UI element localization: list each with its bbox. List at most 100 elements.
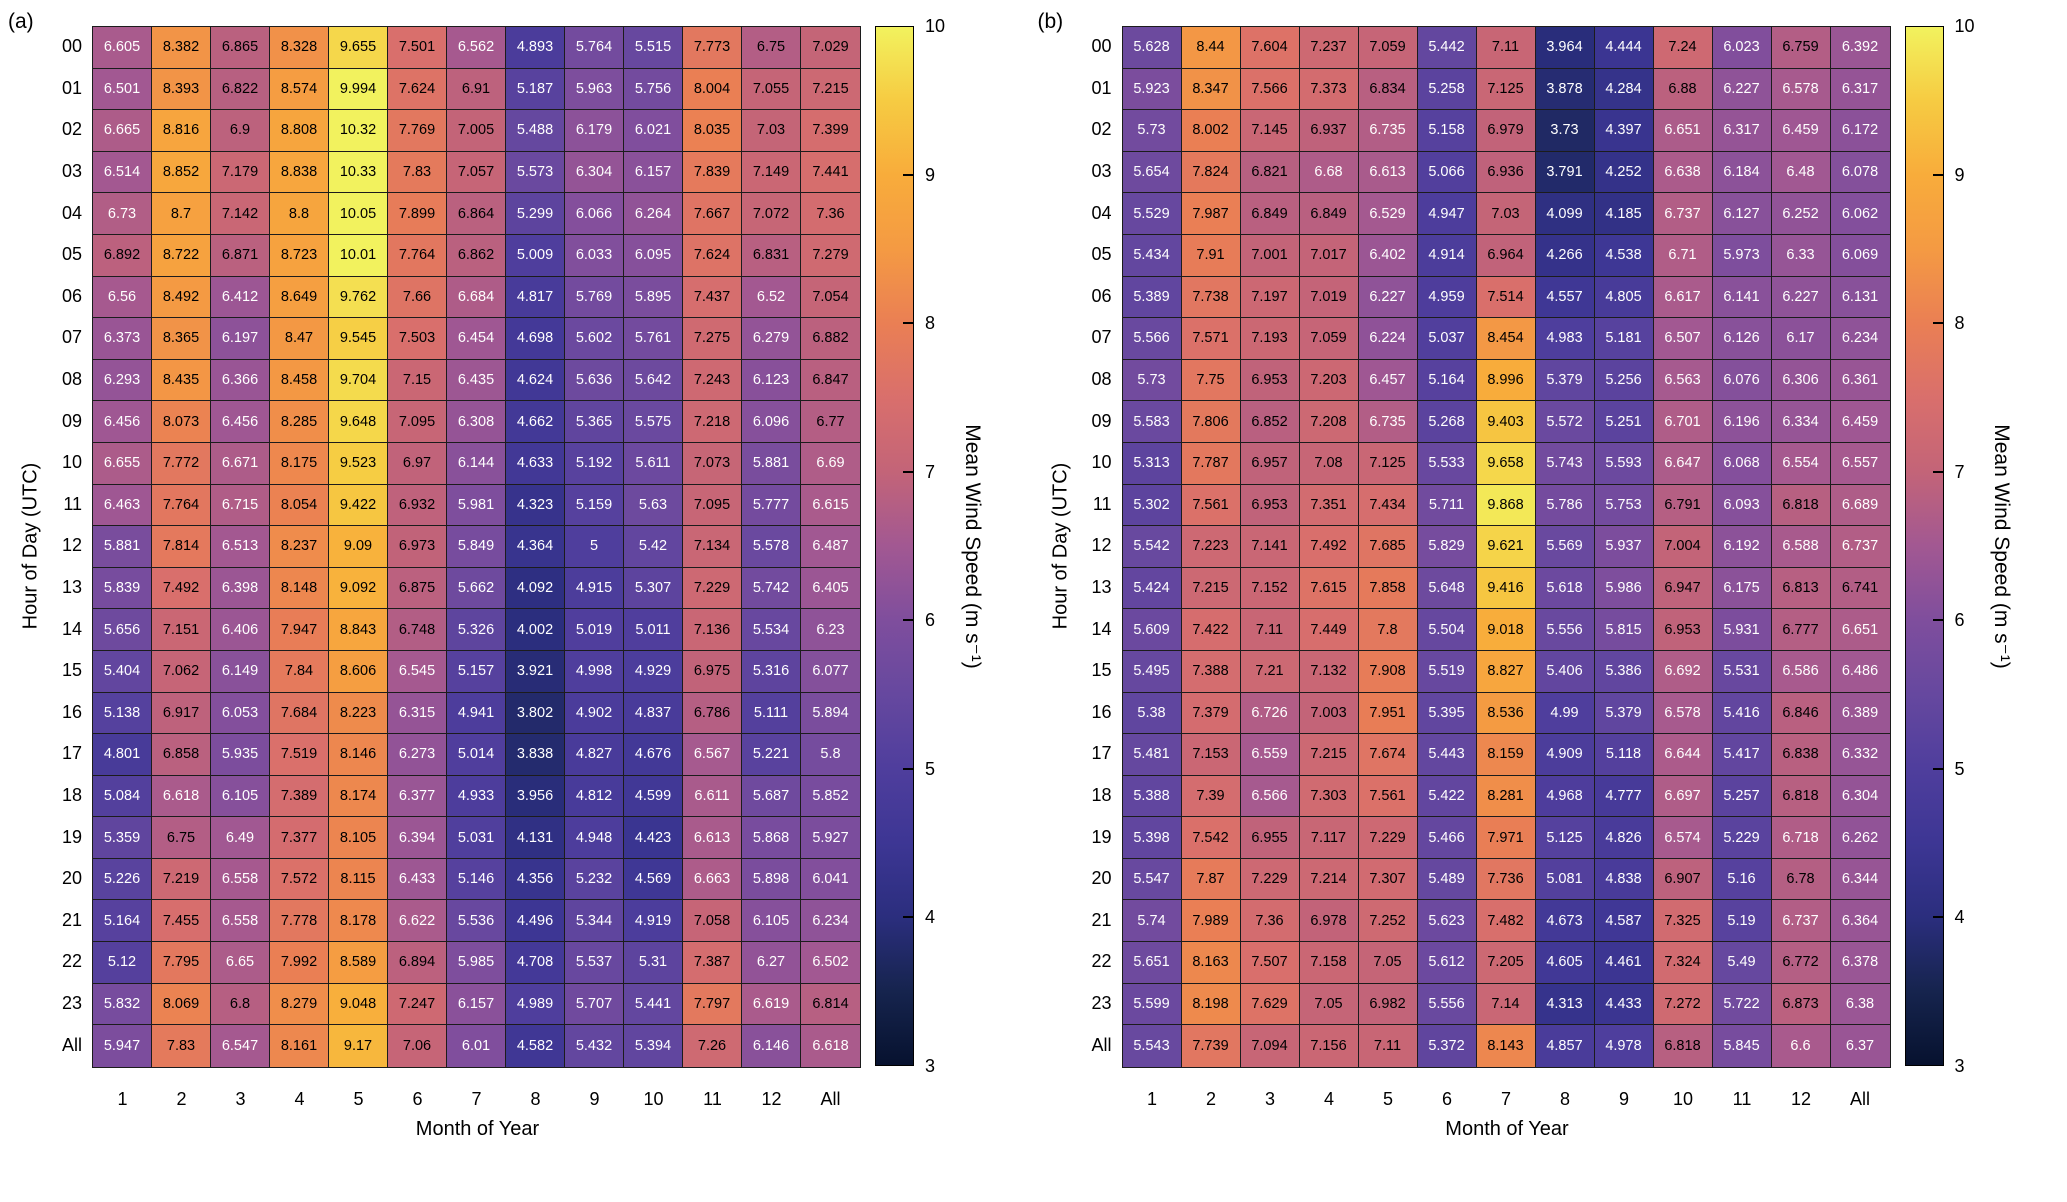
heatmap-cell: 5.656 bbox=[93, 609, 152, 651]
heatmap-cell: 6.308 bbox=[447, 401, 506, 443]
heatmap-cell: 5.537 bbox=[565, 942, 624, 984]
heatmap-cell: 7.674 bbox=[1358, 734, 1418, 776]
heatmap-cell: 8.435 bbox=[152, 359, 211, 402]
heatmap-cell: 4.805 bbox=[1594, 276, 1654, 319]
heatmap-cell: 5.986 bbox=[1594, 567, 1654, 610]
heatmap-cell: 6.697 bbox=[1653, 775, 1713, 818]
y-tick-label: 07 bbox=[61, 327, 82, 348]
heatmap-cell: 4.983 bbox=[1535, 318, 1595, 360]
heatmap-cell: 6.317 bbox=[1712, 110, 1772, 152]
heatmap-cell: 8.163 bbox=[1181, 942, 1241, 984]
heatmap-cell: 6.663 bbox=[683, 858, 742, 901]
heatmap-cell: 9.868 bbox=[1476, 484, 1536, 527]
heatmap-cell: 5.529 bbox=[1122, 193, 1182, 235]
heatmap-cell: 6.75 bbox=[152, 817, 211, 859]
heatmap-cell: 5.74 bbox=[1122, 900, 1182, 943]
heatmap-cell: 8.382 bbox=[152, 27, 211, 69]
heatmap-cell: 9.092 bbox=[329, 567, 388, 610]
heatmap-cell: 4.978 bbox=[1594, 1025, 1654, 1067]
heatmap-cell: 6.227 bbox=[1358, 276, 1418, 319]
heatmap-cell: 6.366 bbox=[211, 359, 270, 402]
heatmap-cell: 7.215 bbox=[1299, 734, 1359, 776]
heatmap-cell: 5.73 bbox=[1122, 359, 1182, 402]
heatmap-cell: 6.873 bbox=[1771, 983, 1831, 1026]
heatmap-cell: 6.093 bbox=[1712, 484, 1772, 527]
heatmap-cell: 5.31 bbox=[624, 942, 683, 984]
heatmap-cell: 5.416 bbox=[1712, 692, 1772, 735]
colorbar-block: Mean Wind Speed (m s⁻¹) 10 9 8 7 6 5 4 3 bbox=[1904, 16, 2045, 1076]
heatmap-cell: 8.174 bbox=[329, 775, 388, 818]
heatmap-cell: 4.599 bbox=[624, 775, 683, 818]
heatmap-cell: 6.37 bbox=[1830, 1025, 1890, 1067]
heatmap-cell: 5.125 bbox=[1535, 817, 1595, 859]
heatmap-cell: 6.936 bbox=[1476, 151, 1536, 194]
heatmap-cell: 6.17 bbox=[1771, 318, 1831, 360]
heatmap-cell: 7.197 bbox=[1240, 276, 1300, 319]
heatmap-cell: 4.902 bbox=[565, 692, 624, 735]
heatmap-cell: 7.437 bbox=[683, 276, 742, 319]
heatmap-cell: 5.534 bbox=[742, 609, 801, 651]
heatmap-cell: 7.229 bbox=[683, 567, 742, 610]
heatmap-cell: 6.759 bbox=[1771, 27, 1831, 69]
heatmap-cell: 5.777 bbox=[742, 484, 801, 527]
heatmap-cell: 7.388 bbox=[1181, 650, 1241, 693]
heatmap-cell: 5.38 bbox=[1122, 692, 1182, 735]
heatmap-cell: 7.989 bbox=[1181, 900, 1241, 943]
colorbar-tick-label: 10 bbox=[1954, 16, 1975, 36]
heatmap-cell: 4.919 bbox=[624, 900, 683, 943]
heatmap-cell: 6.141 bbox=[1712, 276, 1772, 319]
y-tick-label: 02 bbox=[1091, 119, 1112, 140]
y-tick-label: 19 bbox=[61, 826, 82, 847]
heatmap-cell: 6.27 bbox=[742, 942, 801, 984]
heatmap-cell: 7.15 bbox=[388, 359, 447, 402]
heatmap-cell: 7.561 bbox=[1181, 484, 1241, 527]
heatmap-cell: 9.545 bbox=[329, 318, 388, 360]
heatmap-cell: 5.935 bbox=[211, 734, 270, 776]
heatmap-cell: 8.454 bbox=[1476, 318, 1536, 360]
x-tick-label: 11 bbox=[703, 1089, 722, 1109]
heatmap-cell: 8.458 bbox=[270, 359, 329, 402]
heatmap-cell: 7.21 bbox=[1240, 650, 1300, 693]
heatmap-cell: 5.573 bbox=[506, 151, 565, 194]
heatmap-cell: 5.386 bbox=[1594, 650, 1654, 693]
heatmap-cell: 6.157 bbox=[447, 983, 506, 1026]
y-axis: Hour of Day (UTC) bbox=[1044, 26, 1078, 1066]
heatmap-cell: 6.172 bbox=[1830, 110, 1890, 152]
y-tick-label: 18 bbox=[61, 784, 82, 805]
heatmap-cell: 7.66 bbox=[388, 276, 447, 319]
heatmap-cell: 4.587 bbox=[1594, 900, 1654, 943]
heatmap-cell: 5.761 bbox=[624, 318, 683, 360]
heatmap-cell: 5.302 bbox=[1122, 484, 1182, 527]
heatmap-cell: 6.831 bbox=[742, 234, 801, 277]
heatmap-cell: 5.441 bbox=[624, 983, 683, 1026]
heatmap-cell: 7.307 bbox=[1358, 858, 1418, 901]
heatmap-cell: 5.654 bbox=[1122, 151, 1182, 194]
x-tick-labels: 1 2 3 4 5 6 7 8 9 10 11 12 All bbox=[1123, 1068, 1892, 1114]
y-tick-label: 03 bbox=[61, 161, 82, 182]
heatmap-cell: 5.019 bbox=[565, 609, 624, 651]
y-tick-label: 14 bbox=[61, 618, 82, 639]
heatmap-cell: 9.422 bbox=[329, 484, 388, 527]
heatmap-cell: 5.19 bbox=[1712, 900, 1772, 943]
heatmap-cell: 5.268 bbox=[1417, 401, 1477, 443]
colorbar-tick-label: 3 bbox=[1954, 1056, 1965, 1076]
heatmap-cell: 6.834 bbox=[1358, 68, 1418, 111]
heatmap-cell: 4.002 bbox=[506, 609, 565, 651]
y-tick-label: 21 bbox=[61, 909, 82, 930]
heatmap-cell: 4.933 bbox=[447, 775, 506, 818]
heatmap-cell: 4.801 bbox=[93, 734, 152, 776]
y-tick-label: 04 bbox=[1091, 202, 1112, 223]
x-tick-label: All bbox=[820, 1089, 841, 1109]
x-tick-label: 3 bbox=[1264, 1089, 1275, 1109]
heatmap-cell: 6.545 bbox=[388, 650, 447, 693]
y-tick-label: 12 bbox=[61, 535, 82, 556]
y-tick-label: 05 bbox=[61, 244, 82, 265]
heatmap-cell: 5.845 bbox=[1712, 1025, 1772, 1067]
heatmap-cell: 7.36 bbox=[1240, 900, 1300, 943]
heatmap-cell: 9.523 bbox=[329, 442, 388, 485]
heatmap-cell: 5.12 bbox=[93, 942, 152, 984]
heatmap-cell: 7.795 bbox=[152, 942, 211, 984]
heatmap-cell: 5.868 bbox=[742, 817, 801, 859]
heatmap-cell: 5.575 bbox=[624, 401, 683, 443]
heatmap-cell: 5.011 bbox=[624, 609, 683, 651]
